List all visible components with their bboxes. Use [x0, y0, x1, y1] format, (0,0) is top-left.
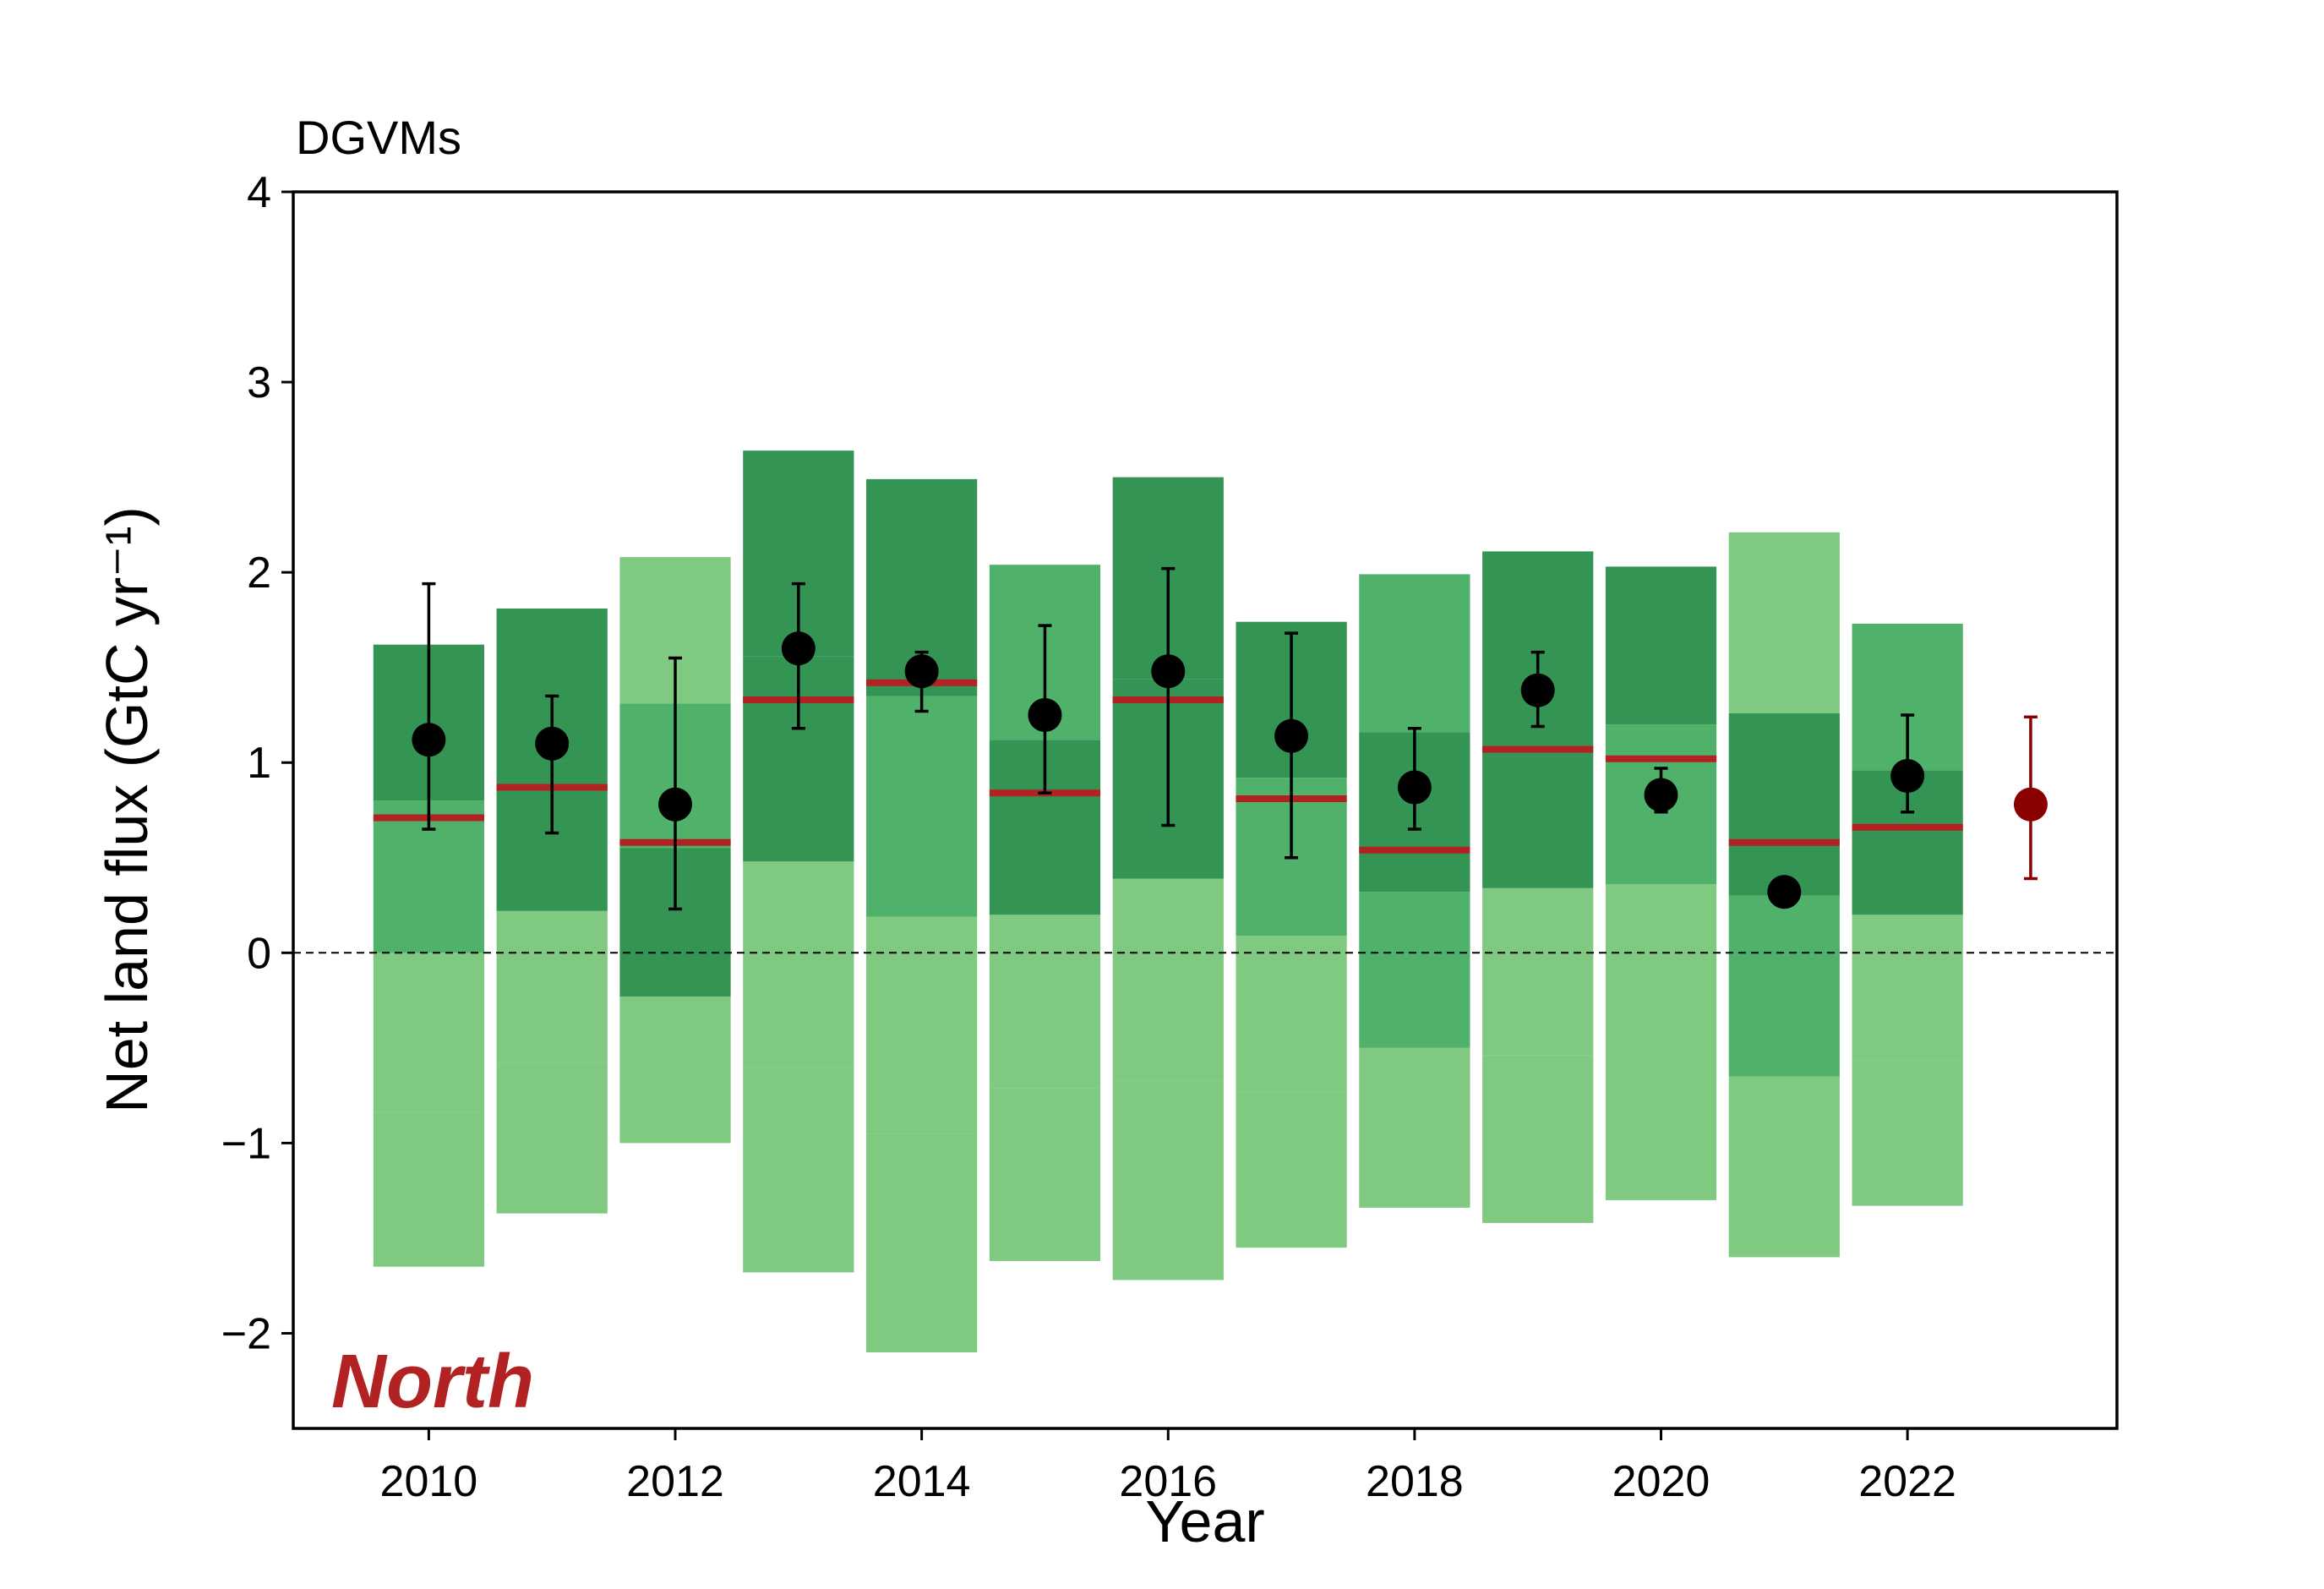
- points-layer: [412, 566, 2048, 911]
- data-point-2020: [1644, 778, 1678, 812]
- y-tick-label--1: −1: [221, 1119, 271, 1168]
- axes-layer: 2010 2012 2014 2016 2018 2020 2022 −2 −1 0 1 2 3 4: [221, 168, 1956, 1506]
- bar-segment-2016-1: [1112, 878, 1224, 1081]
- data-point-2012: [658, 787, 693, 822]
- data-point-2017: [1274, 718, 1309, 753]
- y-tick-label-4: 4: [247, 168, 271, 217]
- bar-segment-2017-0: [1236, 1091, 1347, 1248]
- x-tick-label-2016: 2016: [1119, 1457, 1217, 1506]
- data-point-2016: [1151, 654, 1186, 689]
- x-tick-label-2014: 2014: [873, 1457, 971, 1506]
- bar-segment-2021-2: [1728, 713, 1840, 896]
- bar-segment-2021-3: [1728, 532, 1840, 713]
- bar-segment-2019-0: [1482, 1055, 1594, 1223]
- bar-segment-2020-1: [1605, 884, 1717, 1043]
- bar-segment-2021-1: [1728, 895, 1840, 1077]
- bar-segment-2018-1: [1359, 892, 1470, 1048]
- bar-segment-2017-1: [1236, 936, 1347, 1092]
- data-point-2018: [1397, 770, 1432, 805]
- x-axis-title: Year: [1145, 1488, 1264, 1554]
- y-tick-label-3: 3: [247, 358, 271, 407]
- bar-segment-2022-0: [1852, 1061, 1963, 1206]
- y-tick-label-0: 0: [247, 929, 271, 978]
- bar-segment-2021-0: [1728, 1076, 1840, 1258]
- x-tick-label-2010: 2010: [380, 1457, 478, 1506]
- bar-segment-2011-0: [496, 1062, 608, 1214]
- bar-segment-2012-0: [619, 997, 731, 1144]
- bar-segment-2015-1: [989, 915, 1101, 1089]
- x-tick-label-2022: 2022: [1858, 1457, 1956, 1506]
- data-point-2014: [904, 654, 939, 689]
- data-point-2022: [1890, 758, 1925, 793]
- final-point-2023: [2013, 787, 2048, 822]
- chart-title: DGVMs: [296, 111, 461, 164]
- bar-segment-2018-0: [1359, 1047, 1470, 1208]
- data-point-2021: [1767, 875, 1802, 909]
- bar-segment-2014-0: [866, 1133, 978, 1352]
- y-axis-title: Net land flux (GtC yr⁻¹): [94, 506, 160, 1113]
- x-tick-label-2012: 2012: [626, 1457, 724, 1506]
- x-tick-label-2020: 2020: [1612, 1457, 1710, 1506]
- data-point-2015: [1028, 697, 1062, 732]
- bar-segment-2013-1: [743, 861, 854, 1068]
- bar-segment-2014-2: [866, 696, 978, 917]
- bar-segment-2013-0: [743, 1067, 854, 1273]
- data-point-2013: [781, 631, 816, 666]
- bar-segment-2010-1: [373, 953, 485, 1113]
- bar-segment-2011-1: [496, 910, 608, 1063]
- data-point-2019: [1520, 673, 1555, 707]
- y-tick-label-1: 1: [247, 739, 271, 788]
- bar-segment-2020-0: [1605, 1042, 1717, 1200]
- data-point-2010: [412, 723, 446, 757]
- x-tick-label-2018: 2018: [1366, 1457, 1464, 1506]
- data-point-2011: [535, 726, 570, 761]
- region-label: North: [331, 1340, 534, 1424]
- bar-segment-2014-1: [866, 916, 978, 1134]
- y-tick-label-2: 2: [247, 549, 271, 598]
- plot-frame: [292, 190, 2119, 1430]
- bar-segment-2010-0: [373, 1112, 485, 1267]
- bar-segment-2022-1: [1852, 915, 1963, 1062]
- bar-segment-2015-0: [989, 1088, 1101, 1261]
- bar-segment-2020-3: [1605, 566, 1717, 725]
- bar-segment-2016-0: [1112, 1080, 1224, 1280]
- bar-segment-2019-1: [1482, 887, 1594, 1056]
- bar-segment-2018-3: [1359, 574, 1470, 733]
- bar-segment-2019-2: [1482, 718, 1594, 888]
- y-tick-label--2: −2: [221, 1309, 271, 1358]
